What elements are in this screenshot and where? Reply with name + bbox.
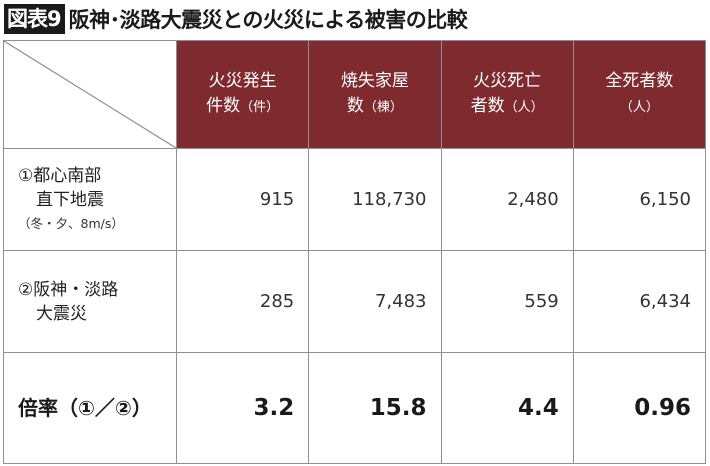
column-header-word: 者数 xyxy=(470,96,505,116)
figure-badge: 図表9 xyxy=(4,4,65,34)
column-unit: （棟） xyxy=(363,100,403,115)
row-label-line: 直下地震 xyxy=(36,189,104,210)
table-cell: 915 xyxy=(175,148,310,251)
figure-title-bar: 図表9 阪神･淡路大震災との火災による被害の比較 xyxy=(4,3,468,35)
column-unit: （人） xyxy=(504,100,544,115)
column-header-word: 件数 xyxy=(206,96,241,116)
column-unit: （人） xyxy=(619,100,659,115)
column-header-word: 数 xyxy=(346,96,364,116)
row-label-ratio: 倍率（①／②） xyxy=(3,352,177,464)
column-header-fire-count: 火災発生 件数（件） xyxy=(175,40,310,149)
column-unit: （件） xyxy=(240,100,280,115)
column-header-fire-deaths: 火災死亡 者数（人） xyxy=(440,40,574,149)
ratio-row: 倍率（①／②） 3.2 15.8 4.4 0.96 xyxy=(3,352,707,464)
comparison-table: 火災発生 件数（件） 焼失家屋 数（棟） 火災死亡 者数（人） 全死者数 （人）… xyxy=(3,40,707,464)
figure-title: 阪神･淡路大震災との火災による被害の比較 xyxy=(68,8,468,32)
row-label-line: ②阪神・淡路 xyxy=(18,279,119,300)
table-cell: 6,150 xyxy=(572,148,707,251)
table-row: ①都心南部 直下地震 （冬・夕、8m/s） 915 118,730 2,480 … xyxy=(3,148,707,251)
table-cell: 2,480 xyxy=(440,148,574,251)
row-label-line: 大震災 xyxy=(36,303,87,324)
table-cell: 559 xyxy=(440,250,574,353)
ratio-cell: 0.96 xyxy=(572,352,707,464)
column-header-line: 火災発生 xyxy=(208,71,277,91)
table-row: ②阪神・淡路 大震災 285 7,483 559 6,434 xyxy=(3,250,707,353)
column-header-line: 焼失家屋 xyxy=(340,71,409,91)
table-cell: 118,730 xyxy=(308,148,442,251)
row-label-hanshin-quake: ②阪神・淡路 大震災 xyxy=(3,250,177,353)
table-cell: 285 xyxy=(175,250,310,353)
column-header-line: 件数（件） xyxy=(177,94,308,120)
row-label-line: ①都心南部 xyxy=(18,165,102,186)
corner-cell xyxy=(3,40,177,149)
column-header-line: 数（棟） xyxy=(309,94,440,120)
diagonal-line xyxy=(4,41,176,148)
table-cell: 6,434 xyxy=(572,250,707,353)
column-header-line: （人） xyxy=(574,94,705,120)
ratio-cell: 3.2 xyxy=(175,352,310,464)
column-header-total-deaths: 全死者数 （人） xyxy=(572,40,707,149)
ratio-cell: 15.8 xyxy=(308,352,442,464)
comparison-table-container: 火災発生 件数（件） 焼失家屋 数（棟） 火災死亡 者数（人） 全死者数 （人）… xyxy=(3,40,707,464)
ratio-cell: 4.4 xyxy=(440,352,574,464)
column-header-line: 全死者数 xyxy=(605,71,674,91)
header-row: 火災発生 件数（件） 焼失家屋 数（棟） 火災死亡 者数（人） 全死者数 （人） xyxy=(3,40,707,149)
column-header-burned-houses: 焼失家屋 数（棟） xyxy=(308,40,442,149)
column-header-line: 火災死亡 xyxy=(473,71,542,91)
column-header-line: 者数（人） xyxy=(442,94,573,120)
row-label-tokyo-quake: ①都心南部 直下地震 （冬・夕、8m/s） xyxy=(3,148,177,251)
table-cell: 7,483 xyxy=(308,250,442,353)
row-label-condition: （冬・夕、8m/s） xyxy=(18,215,124,231)
